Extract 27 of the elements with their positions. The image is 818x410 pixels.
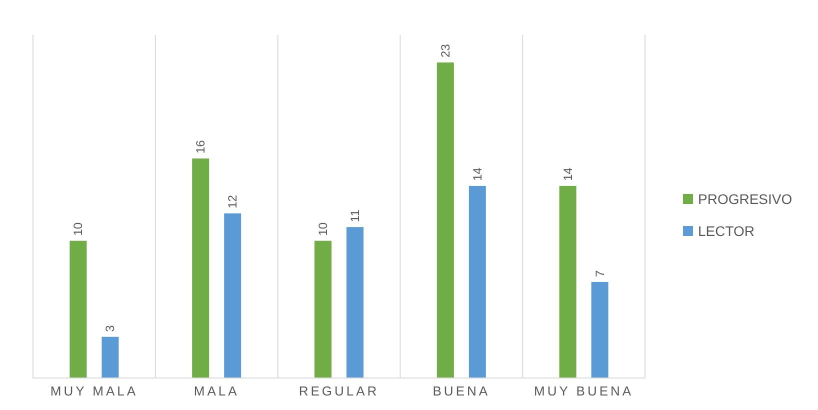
data-label: 10 — [71, 222, 86, 236]
data-label: 23 — [438, 44, 452, 58]
data-label: 3 — [103, 324, 118, 332]
data-label: 14 — [470, 167, 484, 181]
bar — [102, 336, 119, 378]
bar — [70, 240, 87, 378]
bar — [314, 240, 332, 378]
data-label: 10 — [316, 222, 330, 236]
x-tick-label: MALA — [194, 383, 240, 398]
data-label: 7 — [592, 270, 607, 277]
legend-label: LECTOR — [698, 223, 755, 239]
bar — [436, 62, 454, 378]
bar — [559, 186, 576, 378]
data-label: 14 — [560, 167, 575, 181]
bar — [468, 186, 486, 378]
bar — [346, 227, 364, 378]
x-tick-label: BUENA — [432, 383, 490, 398]
data-label: 11 — [348, 209, 362, 222]
legend-label: PROGRESIVO — [698, 191, 792, 207]
data-label: 16 — [194, 140, 208, 154]
bar — [192, 158, 210, 378]
x-tick-label: MUY MALA — [50, 383, 138, 398]
bar — [591, 282, 608, 378]
x-tick-label: MUY BUENA — [534, 383, 634, 398]
data-label: 12 — [226, 194, 240, 208]
bar — [224, 213, 242, 378]
x-tick-label: REGULAR — [298, 383, 380, 398]
